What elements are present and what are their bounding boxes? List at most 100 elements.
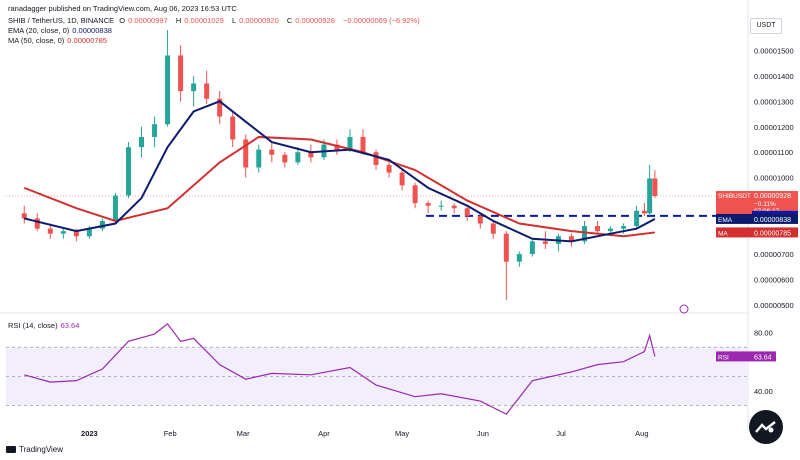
candle[interactable]: [399, 172, 405, 186]
candle[interactable]: [641, 210, 647, 214]
rsi-legend-value: 63.64: [60, 321, 80, 330]
rsi-axis-tick: 80.00: [754, 329, 773, 338]
ema-value-tag-bg: [752, 213, 798, 224]
rsi-axis-tick: 40.00: [754, 387, 773, 396]
candle[interactable]: [334, 144, 340, 150]
change-value: −0.00000069 (−6.92%): [342, 16, 420, 25]
candle[interactable]: [412, 185, 418, 204]
time-axis-label: Aug: [635, 429, 648, 438]
rsi-value-tag: 63.64: [754, 354, 772, 361]
candle[interactable]: [581, 226, 587, 242]
candle[interactable]: [360, 136, 366, 153]
tradingview-badge-icon[interactable]: [749, 410, 783, 444]
time-axis-label: Feb: [164, 429, 177, 438]
price-axis-tick: 0.00001400: [754, 72, 794, 81]
candle[interactable]: [204, 83, 210, 99]
currency-button[interactable]: USDT: [750, 18, 782, 34]
candle[interactable]: [477, 215, 483, 224]
candle[interactable]: [21, 213, 27, 219]
candle[interactable]: [217, 98, 223, 117]
candle[interactable]: [490, 223, 496, 234]
candle[interactable]: [516, 254, 522, 262]
candle[interactable]: [347, 136, 353, 150]
ema-legend[interactable]: EMA (20, close, 0) 0.00000838: [8, 26, 112, 35]
candle[interactable]: [256, 149, 262, 168]
price-tag: 0.00000928: [754, 193, 791, 200]
candle[interactable]: [178, 55, 184, 92]
high-value: 0.00001029: [184, 16, 224, 25]
ma-tag: MA: [718, 230, 728, 237]
rsi-tag-bg: [716, 351, 752, 362]
ema-20-line[interactable]: [24, 100, 656, 243]
price-axis-tick: 0.00000500: [754, 301, 794, 310]
candle[interactable]: [47, 228, 53, 234]
time-axis-label: Jun: [477, 429, 489, 438]
price-axis-tick: 0.00001300: [754, 97, 794, 106]
candle[interactable]: [503, 233, 509, 262]
candle[interactable]: [438, 205, 444, 207]
candle[interactable]: [282, 154, 288, 163]
low-value: 0.00000920: [239, 16, 279, 25]
candle[interactable]: [191, 83, 197, 92]
candle[interactable]: [634, 210, 640, 227]
tradingview-mark-icon: [6, 446, 16, 453]
candle[interactable]: [295, 152, 301, 163]
close-value: 0.00000928: [295, 16, 335, 25]
rsi-line[interactable]: [24, 322, 656, 415]
price-axis-tick: 0.00001000: [754, 174, 794, 183]
rsi-value-tag-bg: [752, 351, 776, 362]
candle[interactable]: [621, 226, 627, 229]
candle[interactable]: [243, 139, 249, 168]
candle[interactable]: [99, 220, 105, 229]
candle[interactable]: [451, 205, 457, 209]
candle[interactable]: [112, 195, 118, 221]
candle[interactable]: [425, 203, 431, 206]
candle[interactable]: [34, 218, 40, 229]
candle[interactable]: [139, 136, 145, 148]
ma-legend-value: 0.00000785: [67, 36, 107, 45]
event-marker-icon[interactable]: [679, 304, 689, 314]
price-axis-tick: 0.00001100: [754, 148, 793, 157]
brand-name: TradingView: [19, 445, 64, 454]
candle[interactable]: [73, 231, 79, 237]
candle[interactable]: [86, 228, 92, 237]
candle[interactable]: [373, 152, 379, 165]
candle[interactable]: [464, 208, 470, 216]
open-value: 0.00000997: [128, 16, 168, 25]
tradingview-logo[interactable]: TradingView: [6, 445, 63, 454]
candle[interactable]: [60, 231, 66, 234]
candle[interactable]: [152, 124, 158, 137]
candle[interactable]: [165, 55, 171, 125]
candle[interactable]: [230, 116, 236, 140]
ma-legend[interactable]: MA (50, close, 0) 0.00000785: [8, 36, 107, 45]
ema-value-tag: 0.00000838: [754, 217, 791, 224]
symbol-tag: SHIBUSDT: [718, 193, 751, 200]
candle[interactable]: [308, 152, 314, 158]
candle[interactable]: [386, 164, 392, 173]
ma-value-tag: 0.00000785: [754, 230, 791, 237]
ema-legend-value: 0.00000838: [72, 26, 112, 35]
rsi-tag: RSI: [718, 354, 729, 361]
time-axis-label: 2023: [81, 429, 98, 438]
candle[interactable]: [652, 178, 658, 197]
time-axis-label: Mar: [237, 429, 250, 438]
rsi-legend[interactable]: RSI (14, close) 63.64: [8, 321, 80, 330]
candle[interactable]: [595, 226, 601, 232]
ma-tag-bg: [716, 227, 752, 238]
candle[interactable]: [542, 241, 548, 244]
price-axis-tick: 0.00000700: [754, 250, 794, 259]
symbol-legend: SHIB / TetherUS, 1D, BINANCE O 0.00000997…: [8, 16, 420, 25]
candle[interactable]: [125, 147, 131, 196]
candle[interactable]: [529, 241, 535, 255]
candle[interactable]: [608, 228, 614, 232]
ma-value-tag-bg: [752, 227, 798, 238]
candle[interactable]: [269, 149, 275, 155]
candle[interactable]: [647, 178, 653, 214]
ema-tag-bg: [716, 213, 752, 224]
price-change-tag: −0.11%: [754, 201, 776, 208]
publisher-line: ranadagger published on TradingView.com,…: [8, 4, 237, 13]
ma-50-line[interactable]: [23, 135, 655, 238]
candle[interactable]: [568, 236, 574, 242]
symbol-name[interactable]: SHIB / TetherUS, 1D, BINANCE: [8, 16, 115, 25]
